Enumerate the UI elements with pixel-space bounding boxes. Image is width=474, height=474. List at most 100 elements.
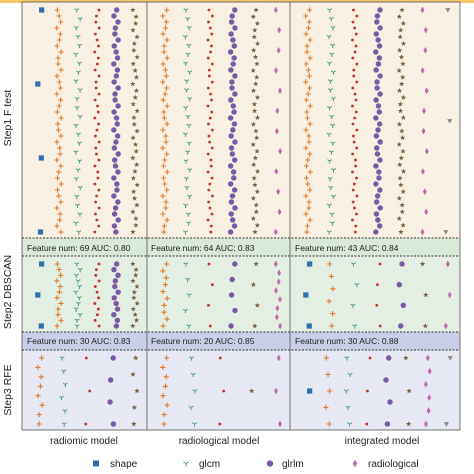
mark-4-s3-p29 [93, 182, 97, 186]
mark-4-s5-p1 [406, 388, 412, 394]
mark-4-s4-p33 [398, 229, 404, 235]
mark-4-s3-p7 [227, 49, 234, 55]
mark-4-s0-p36 [304, 223, 310, 229]
mark-4-s4-p11 [253, 81, 259, 87]
mark-4-s2-p33 [353, 206, 356, 210]
mark-4-s2-p2 [218, 422, 222, 426]
mark-4-s6-p2 [443, 322, 448, 330]
mark-4-s3-p16 [96, 104, 99, 108]
mark-4-s2-p21 [352, 134, 355, 138]
mark-4-s5-p26 [134, 182, 140, 188]
mark-4-s0-p3 [305, 25, 312, 31]
legend-label-shape: shape [110, 459, 138, 470]
mark-4-s0-p3 [37, 383, 44, 389]
mark-4-s0-p33 [163, 205, 169, 211]
mark-4-s4-p1 [250, 281, 257, 287]
mark-4-s3-p22 [97, 140, 101, 144]
mark-4-s5-p2 [132, 20, 139, 26]
mark-4-s0-p14 [162, 91, 168, 97]
mark-4-s2-p8 [73, 79, 79, 84]
mark-4-s4-p33 [112, 205, 119, 211]
mark-4-s1-p13 [186, 123, 192, 129]
mark-4-s6-p0 [425, 354, 430, 362]
mark-4-s1-p9 [55, 61, 61, 67]
mark-4-s3-p12 [229, 79, 235, 85]
mark-4-s0-p9 [160, 323, 166, 329]
mark-4-s1-p0 [183, 262, 189, 267]
mark-4-s2-p26 [354, 164, 358, 168]
mark-4-s2-p12 [355, 80, 359, 84]
mark-4-s4-p26 [252, 182, 258, 188]
mark-4-s3-p24 [95, 152, 98, 156]
mark-4-s1-p6 [54, 295, 60, 301]
mark-4-s2-p37 [353, 230, 357, 234]
mark-4-s3-p0 [97, 262, 101, 266]
mark-4-s6-p0 [445, 8, 451, 13]
mark-4-s5-p0 [130, 261, 136, 267]
mark-4-s2-p34 [354, 212, 358, 216]
mark-4-s3-p6 [231, 43, 238, 49]
mark-4-s2-p1 [88, 389, 92, 393]
mark-4-s3-p16 [230, 103, 237, 109]
mark-4-s2-p28 [210, 176, 214, 180]
mark-4-s4-p2 [115, 272, 121, 279]
mark-4-s3-p4 [228, 323, 234, 329]
mark-4-s0-p32 [163, 199, 169, 205]
mark-4-s1-p0 [327, 8, 333, 13]
mark-4-s0-p21 [163, 133, 169, 139]
mark-4-s0-p21 [306, 133, 312, 139]
mark-4-s3-p29 [373, 181, 379, 187]
mark-4-s3-p5 [95, 38, 99, 42]
legend-label-glrlm: glrlm [282, 459, 304, 470]
mark-4-s4-p1 [383, 377, 389, 383]
mark-4-s2-p17 [354, 110, 358, 114]
mark-4-s3-p36 [377, 223, 383, 229]
mark-4-s4-p24 [254, 168, 261, 174]
mark-4-s5-p2 [276, 46, 281, 54]
mark-4-s0-p28 [160, 175, 167, 181]
mark-4-s4-p8 [254, 60, 260, 67]
mark-4-s2-p29 [352, 182, 356, 186]
mark-4-s1-p16 [185, 150, 191, 155]
mark-4-s5-p33 [130, 229, 136, 235]
row-background-3 [22, 350, 460, 430]
row-label-step2: Step2 DBSCAN [2, 255, 14, 329]
mark-4-s4-p21 [254, 148, 260, 154]
mark-4-s2-p18 [75, 168, 81, 173]
mark-4-s2-p30 [207, 188, 211, 192]
mark-4-s2-p16 [351, 104, 354, 108]
mark-4-s3-p34 [228, 211, 234, 217]
mark-4-s0-p9 [303, 61, 309, 67]
mark-4-s0-p15 [160, 97, 166, 103]
mark-4-s4-p29 [253, 202, 259, 208]
mark-4-s3-p5 [95, 290, 99, 294]
mark-4-s5-p12 [133, 87, 140, 94]
mark-4-s3-p9 [95, 62, 99, 66]
mark-4-s6-p2 [443, 230, 449, 235]
mark-4-s3-p1 [229, 276, 235, 283]
mark-4-s4-p0 [113, 261, 120, 267]
mark-4-s5-p4 [134, 283, 140, 289]
mark-4-s4-p5 [254, 40, 261, 46]
mark-4-s5-p10 [133, 74, 140, 80]
mark-4-s0-p17 [304, 109, 310, 115]
panel-step3-radiomic [35, 355, 140, 427]
panel-borders [21, 1, 461, 431]
mark-4-s0-p22 [306, 139, 312, 145]
mark-4-s5-p10 [277, 208, 282, 216]
mark-4-s3-p10 [373, 67, 379, 73]
mark-4-s4-p1 [130, 371, 136, 377]
mark-4-s3-p11 [232, 73, 238, 79]
mark-4-s1-p36 [54, 223, 60, 229]
mark-4-s3-p0 [232, 7, 238, 13]
mark-4-s1-p7 [330, 70, 336, 75]
mark-4-s1-p16 [328, 150, 334, 155]
mark-4-s5-p27 [130, 188, 137, 194]
mark-4-s2-p17 [77, 159, 83, 164]
mark-4-s5-p6 [421, 127, 426, 135]
mark-4-s5-p29 [134, 202, 140, 208]
mark-4-s0-p13 [163, 85, 170, 91]
mark-4-s2-p11 [74, 105, 80, 111]
mark-4-s4-p16 [254, 114, 261, 120]
summary-band-2 [22, 332, 460, 350]
